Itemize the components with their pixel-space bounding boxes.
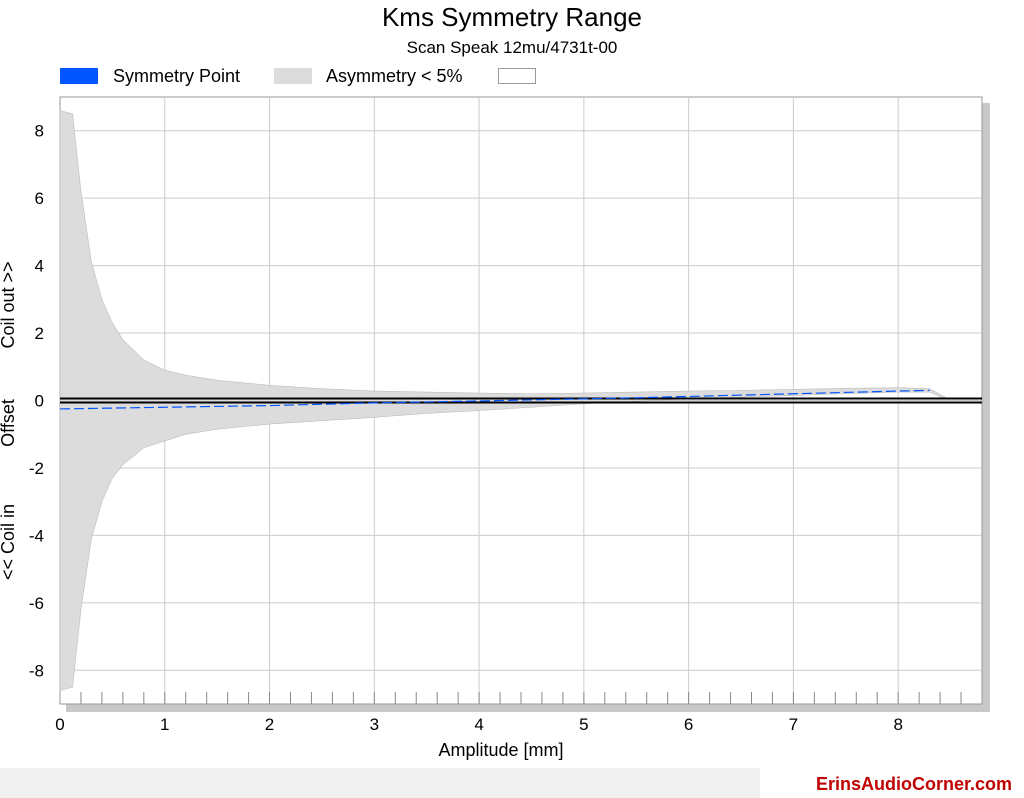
y-tick-label: -8	[29, 661, 44, 680]
symmetry-point-line	[59, 389, 930, 410]
chart-title: Kms Symmetry Range	[381, 2, 643, 32]
chart-svg: 0 1 2 3 4 5 6 7 8 -8 -6 -4 -2 0 2 4 6 8 Amplitude [mm] << C…	[0, 96, 990, 760]
y-axis-label-part: Offset	[0, 399, 18, 447]
y-tick-label: -2	[29, 459, 44, 478]
legend-swatch-symmetry	[60, 68, 98, 84]
y-tick-label: 0	[35, 392, 44, 411]
y-tick-label: 2	[35, 324, 44, 343]
x-tick-label: 1	[160, 715, 169, 734]
chart-subtitle: Scan Speak 12mu/4731t-00	[406, 38, 618, 57]
y-axis-label-part: Coil out >>	[0, 261, 18, 348]
y-tick-label: 6	[35, 189, 44, 208]
y-tick-label: 8	[35, 122, 44, 141]
y-tick-label: -4	[29, 526, 44, 545]
x-tick-label: 7	[789, 715, 798, 734]
footer-brand-area	[760, 768, 1024, 798]
plot-shadow-bottom	[66, 704, 990, 712]
x-tick-label: 2	[265, 715, 274, 734]
y-axis-label-part: << Coil in	[0, 504, 18, 580]
legend-swatch-empty	[498, 68, 536, 84]
x-tick-label: 0	[55, 715, 64, 734]
footer-site: ErinsAudioCorner.com	[815, 774, 1012, 794]
legend-label-asymmetry: Asymmetry < 5%	[326, 66, 463, 86]
x-tick-label: 5	[579, 715, 588, 734]
plot-shadow-right	[982, 103, 990, 710]
x-axis-label: Amplitude [mm]	[438, 740, 563, 760]
y-tick-label: -6	[29, 594, 44, 613]
x-tick-label: 4	[474, 715, 483, 734]
y-tick-label: 4	[35, 257, 44, 276]
x-tick-label: 3	[370, 715, 379, 734]
x-tick-label: 6	[684, 715, 693, 734]
x-tick-label: 8	[893, 715, 902, 734]
legend-label-symmetry: Symmetry Point	[113, 66, 241, 86]
legend-swatch-asymmetry	[274, 68, 312, 84]
